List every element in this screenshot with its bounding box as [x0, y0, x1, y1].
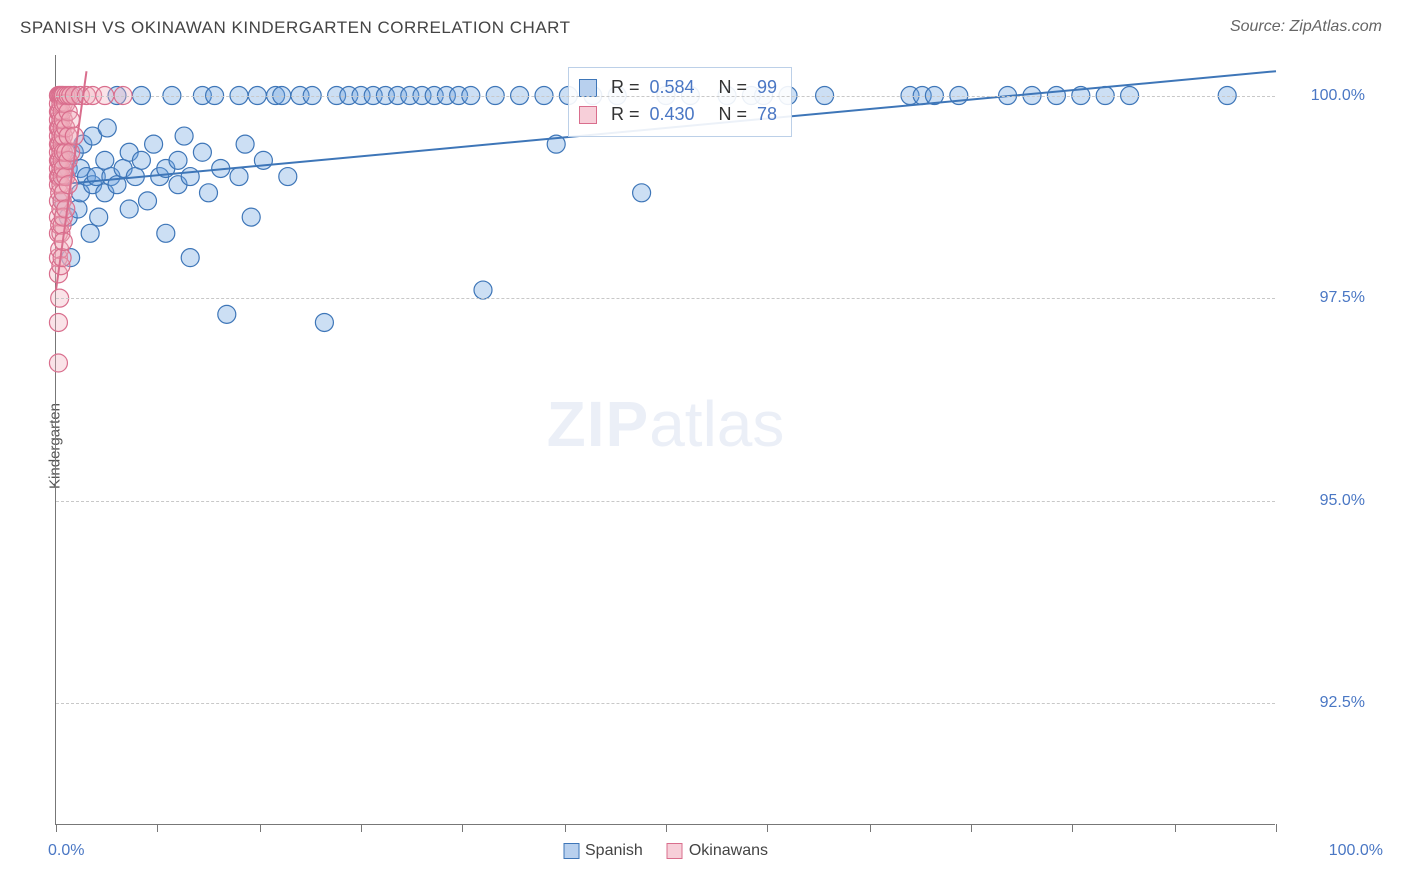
x-tick [260, 824, 261, 832]
scatter-point [242, 208, 260, 226]
stat-row: R = 0.584 N = 99 [579, 74, 777, 101]
legend-item: Okinawans [667, 842, 768, 860]
scatter-point [230, 168, 248, 186]
scatter-point [49, 313, 67, 331]
stat-swatch [579, 79, 597, 97]
stat-n-label: N = [719, 74, 748, 101]
scatter-point [132, 151, 150, 169]
scatter-point [49, 354, 67, 372]
x-axis-left-label: 0.0% [48, 842, 84, 860]
scatter-point [139, 192, 157, 210]
gridline-h [56, 298, 1275, 299]
scatter-point [218, 305, 236, 323]
scatter-point [59, 176, 77, 194]
scatter-point [96, 151, 114, 169]
y-tick-label: 100.0% [1285, 87, 1365, 105]
scatter-point [98, 119, 116, 137]
scatter-point [200, 184, 218, 202]
legend-label: Okinawans [689, 842, 768, 860]
scatter-point [81, 224, 99, 242]
x-tick [1276, 824, 1277, 832]
scatter-point [175, 127, 193, 145]
scatter-point [315, 313, 333, 331]
x-tick [666, 824, 667, 832]
stat-n-value: 99 [757, 74, 777, 101]
chart-root: SPANISH VS OKINAWAN KINDERGARTEN CORRELA… [0, 0, 1406, 892]
x-tick [361, 824, 362, 832]
y-tick-label: 97.5% [1285, 289, 1365, 307]
legend-swatch [667, 843, 683, 859]
plot-svg [56, 55, 1275, 824]
source-attribution: Source: ZipAtlas.com [1230, 18, 1382, 36]
scatter-point [65, 127, 83, 145]
scatter-point [120, 200, 138, 218]
scatter-point [169, 151, 187, 169]
stat-legend-box: R = 0.584 N = 99 R = 0.430 N = 78 [568, 67, 792, 137]
scatter-point [633, 184, 651, 202]
scatter-point [181, 249, 199, 267]
stat-r-value: 0.584 [649, 74, 694, 101]
scatter-point [279, 168, 297, 186]
legend-label: Spanish [585, 842, 643, 860]
x-tick [971, 824, 972, 832]
legend-swatch [563, 843, 579, 859]
scatter-point [181, 168, 199, 186]
y-tick-label: 95.0% [1285, 492, 1365, 510]
scatter-point [145, 135, 163, 153]
x-tick [56, 824, 57, 832]
x-tick [565, 824, 566, 832]
x-tick [1175, 824, 1176, 832]
stat-row: R = 0.430 N = 78 [579, 101, 777, 128]
stat-r-value: 0.430 [649, 101, 694, 128]
scatter-point [474, 281, 492, 299]
scatter-point [90, 208, 108, 226]
legend-item: Spanish [563, 842, 643, 860]
x-tick [1072, 824, 1073, 832]
stat-n-value: 78 [757, 101, 777, 128]
x-axis-right-label: 100.0% [1329, 842, 1383, 860]
stat-n-label: N = [719, 101, 748, 128]
plot-area: ZIPatlas R = 0.584N = 99R = 0.430N = 78 … [55, 55, 1275, 825]
stat-swatch [579, 106, 597, 124]
scatter-point [193, 143, 211, 161]
x-tick [870, 824, 871, 832]
scatter-point [236, 135, 254, 153]
x-tick [157, 824, 158, 832]
chart-title: SPANISH VS OKINAWAN KINDERGARTEN CORRELA… [20, 18, 571, 38]
scatter-point [157, 224, 175, 242]
gridline-h [56, 501, 1275, 502]
x-tick [767, 824, 768, 832]
gridline-h [56, 96, 1275, 97]
gridline-h [56, 703, 1275, 704]
stat-r-label: R = [611, 74, 640, 101]
y-tick-label: 92.5% [1285, 694, 1365, 712]
scatter-point [62, 111, 80, 129]
stat-r-label: R = [611, 101, 640, 128]
legend-bottom: Spanish Okinawans [563, 842, 768, 860]
x-tick [462, 824, 463, 832]
